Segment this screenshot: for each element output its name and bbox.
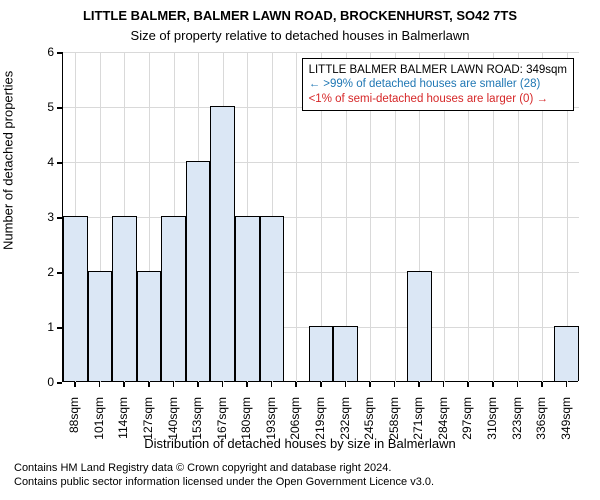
xtick-mark [123,382,125,387]
xtick-label: 297sqm [460,397,474,447]
bar [260,216,285,381]
bar [161,216,186,381]
legend-line-3: <1% of semi-detached houses are larger (… [309,92,567,106]
xtick-label: 232sqm [338,397,352,447]
bar [137,271,162,381]
xtick-mark [320,382,322,387]
xtick-mark [345,382,347,387]
ytick-mark [57,327,62,329]
ytick-mark [57,272,62,274]
xtick-mark [418,382,420,387]
bar [554,326,579,381]
legend-box: LITTLE BALMER BALMER LAWN ROAD: 349sqm← … [302,58,574,111]
xtick-label: 114sqm [116,397,130,447]
xtick-mark [467,382,469,387]
ytick-mark [57,52,62,54]
ytick-mark [57,162,62,164]
xtick-label: 323sqm [510,397,524,447]
bar [63,216,88,381]
ytick-label: 2 [34,265,54,279]
chart-title: LITTLE BALMER, BALMER LAWN ROAD, BROCKEN… [0,8,600,23]
bar [407,271,432,381]
bar [88,271,113,381]
xtick-mark [295,382,297,387]
xtick-label: 180sqm [239,397,253,447]
xtick-mark [173,382,175,387]
legend-line-2: ← >99% of detached houses are smaller (2… [309,77,567,91]
legend-line-1: LITTLE BALMER BALMER LAWN ROAD: 349sqm [309,63,567,77]
xtick-mark [541,382,543,387]
xtick-mark [222,382,224,387]
xtick-mark [394,382,396,387]
xtick-mark [246,382,248,387]
ytick-label: 0 [34,375,54,389]
xtick-mark [148,382,150,387]
ytick-label: 6 [34,45,54,59]
y-axis-label: Number of detached properties [1,71,16,250]
xtick-label: 245sqm [362,397,376,447]
bar [309,326,334,381]
ytick-mark [57,107,62,109]
footer-line-1: Contains HM Land Registry data © Crown c… [14,462,391,474]
xtick-mark [197,382,199,387]
bar [235,216,260,381]
ytick-mark [57,382,62,384]
xtick-label: 127sqm [141,397,155,447]
xtick-label: 336sqm [534,397,548,447]
xtick-label: 88sqm [67,397,81,447]
xtick-label: 140sqm [166,397,180,447]
xtick-label: 153sqm [190,397,204,447]
xtick-mark [369,382,371,387]
ytick-mark [57,217,62,219]
xtick-label: 101sqm [92,397,106,447]
xtick-mark [492,382,494,387]
gridline-v [296,52,297,382]
ytick-label: 1 [34,320,54,334]
ytick-label: 3 [34,210,54,224]
xtick-label: 193sqm [264,397,278,447]
xtick-mark [517,382,519,387]
bar [210,106,235,381]
bar [333,326,358,381]
xtick-label: 349sqm [559,397,573,447]
footer-line-2: Contains public sector information licen… [14,476,434,488]
xtick-label: 271sqm [411,397,425,447]
xtick-label: 284sqm [436,397,450,447]
xtick-mark [99,382,101,387]
xtick-mark [443,382,445,387]
ytick-label: 4 [34,155,54,169]
chart-subtitle: Size of property relative to detached ho… [0,28,600,43]
xtick-mark [566,382,568,387]
xtick-mark [74,382,76,387]
xtick-label: 310sqm [485,397,499,447]
xtick-mark [271,382,273,387]
bar [112,216,137,381]
bar [186,161,211,381]
ytick-label: 5 [34,100,54,114]
xtick-label: 206sqm [288,397,302,447]
xtick-label: 167sqm [215,397,229,447]
xtick-label: 219sqm [313,397,327,447]
xtick-label: 258sqm [387,397,401,447]
